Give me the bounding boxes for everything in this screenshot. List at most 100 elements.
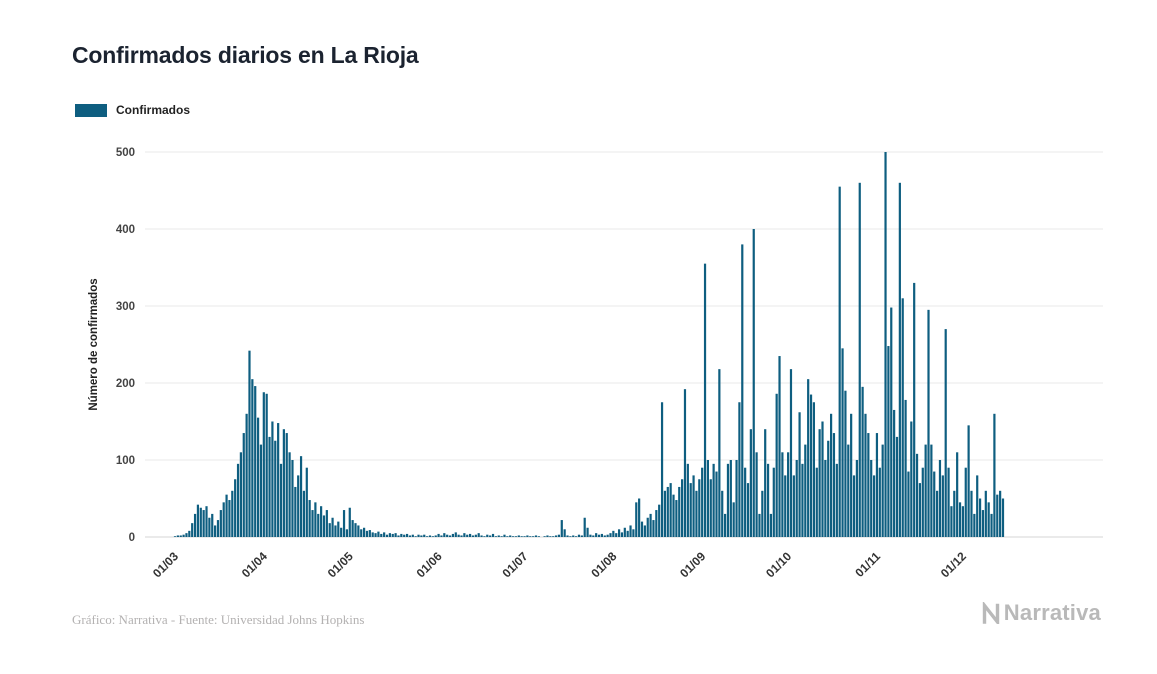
bar[interactable] <box>947 467 950 537</box>
bar[interactable] <box>302 490 306 537</box>
bar[interactable] <box>188 530 191 537</box>
bar[interactable] <box>256 417 260 537</box>
bar[interactable] <box>950 506 953 537</box>
bar[interactable] <box>600 533 603 537</box>
bar[interactable] <box>448 535 452 537</box>
bar[interactable] <box>420 535 423 537</box>
bar[interactable] <box>715 471 718 537</box>
bar[interactable] <box>967 425 970 537</box>
bar[interactable] <box>749 429 752 537</box>
bar[interactable] <box>706 460 709 537</box>
bar[interactable] <box>698 479 701 537</box>
bar[interactable] <box>523 536 526 537</box>
bar[interactable] <box>397 535 400 537</box>
bar[interactable] <box>930 444 933 537</box>
bar[interactable] <box>766 463 770 537</box>
bar[interactable] <box>239 452 242 537</box>
bar[interactable] <box>872 475 876 537</box>
bar[interactable] <box>428 535 432 537</box>
bar[interactable] <box>864 413 867 537</box>
bar[interactable] <box>497 535 500 537</box>
bar[interactable] <box>638 498 641 538</box>
bar[interactable] <box>583 517 586 537</box>
bar[interactable] <box>807 379 810 537</box>
bar[interactable] <box>804 444 807 537</box>
bar[interactable] <box>875 433 879 537</box>
bar[interactable] <box>259 444 263 537</box>
bar[interactable] <box>781 452 784 537</box>
bar[interactable] <box>417 534 420 537</box>
bar[interactable] <box>466 534 469 537</box>
bar[interactable] <box>904 399 907 537</box>
bar[interactable] <box>738 402 741 537</box>
bar[interactable] <box>855 460 858 537</box>
bar[interactable] <box>675 500 678 537</box>
bar[interactable] <box>362 527 366 537</box>
bar[interactable] <box>984 490 987 537</box>
bar[interactable] <box>279 463 283 537</box>
bar[interactable] <box>878 467 881 537</box>
bar[interactable] <box>311 510 314 537</box>
bar[interactable] <box>858 182 861 538</box>
bar[interactable] <box>566 535 569 537</box>
bar[interactable] <box>847 444 850 537</box>
bar[interactable] <box>592 535 595 537</box>
bar[interactable] <box>850 413 853 537</box>
bar[interactable] <box>337 521 340 537</box>
bar[interactable] <box>953 490 956 537</box>
bar[interactable] <box>380 533 383 537</box>
bar[interactable] <box>941 475 944 537</box>
bar[interactable] <box>927 309 930 537</box>
bar[interactable] <box>884 152 887 537</box>
bar[interactable] <box>723 513 727 537</box>
bar[interactable] <box>961 506 964 537</box>
bar[interactable] <box>660 402 664 537</box>
bar[interactable] <box>958 502 962 537</box>
bar[interactable] <box>741 244 744 537</box>
bar[interactable] <box>469 533 472 537</box>
bar[interactable] <box>580 535 583 537</box>
bar[interactable] <box>933 471 936 537</box>
bar[interactable] <box>205 506 208 537</box>
bar[interactable] <box>411 534 414 537</box>
bar[interactable] <box>938 460 942 537</box>
bar[interactable] <box>185 533 188 537</box>
bar[interactable] <box>577 534 581 537</box>
bar[interactable] <box>500 536 503 537</box>
bar[interactable] <box>268 436 271 537</box>
bar[interactable] <box>755 452 758 537</box>
bar[interactable] <box>718 369 721 537</box>
bar[interactable] <box>617 529 621 537</box>
bar[interactable] <box>325 510 328 537</box>
bar[interactable] <box>893 409 896 537</box>
bar[interactable] <box>890 307 893 537</box>
bar[interactable] <box>910 421 913 538</box>
bar[interactable] <box>901 298 904 537</box>
bar[interactable] <box>692 475 695 537</box>
bar[interactable] <box>529 536 532 537</box>
bar[interactable] <box>915 453 919 537</box>
bar[interactable] <box>815 467 818 537</box>
bar[interactable] <box>494 536 497 537</box>
bar[interactable] <box>437 533 440 537</box>
bar[interactable] <box>503 534 506 537</box>
bar[interactable] <box>729 460 732 537</box>
bar[interactable] <box>526 535 529 537</box>
bar[interactable] <box>383 532 386 537</box>
bar[interactable] <box>491 533 495 537</box>
bar[interactable] <box>251 379 254 537</box>
bar[interactable] <box>216 520 220 537</box>
bar[interactable] <box>394 533 397 537</box>
bar[interactable] <box>560 520 563 537</box>
bar[interactable] <box>907 471 910 537</box>
bar[interactable] <box>861 386 864 537</box>
bar[interactable] <box>626 530 629 537</box>
bar[interactable] <box>202 510 205 537</box>
bar[interactable] <box>575 536 578 537</box>
bar[interactable] <box>681 479 684 537</box>
bar[interactable] <box>388 533 391 537</box>
bar[interactable] <box>288 452 291 537</box>
bar[interactable] <box>423 534 426 537</box>
bar[interactable] <box>640 521 644 537</box>
bar[interactable] <box>735 460 738 537</box>
